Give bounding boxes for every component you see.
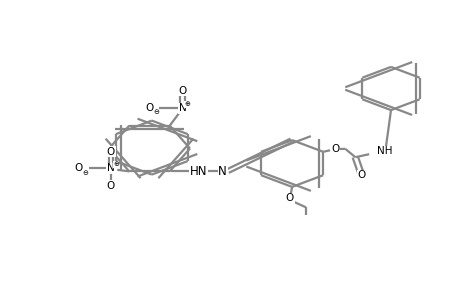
Text: O: O [178,86,186,96]
Text: O: O [285,193,293,203]
Text: ⊖: ⊖ [83,169,88,175]
Text: HN: HN [190,165,207,178]
Text: NH: NH [377,146,392,156]
Text: O: O [74,164,83,173]
Text: N: N [179,103,186,113]
Text: O: O [331,144,339,154]
Text: O: O [106,181,115,191]
Text: N: N [218,165,227,178]
Text: O: O [357,170,365,180]
Text: O: O [106,147,115,157]
Text: ⊕: ⊕ [113,161,118,167]
Text: ⊖: ⊖ [153,110,158,116]
Text: O: O [145,103,153,113]
Text: ⊕: ⊕ [185,101,190,107]
Text: N: N [107,164,114,173]
